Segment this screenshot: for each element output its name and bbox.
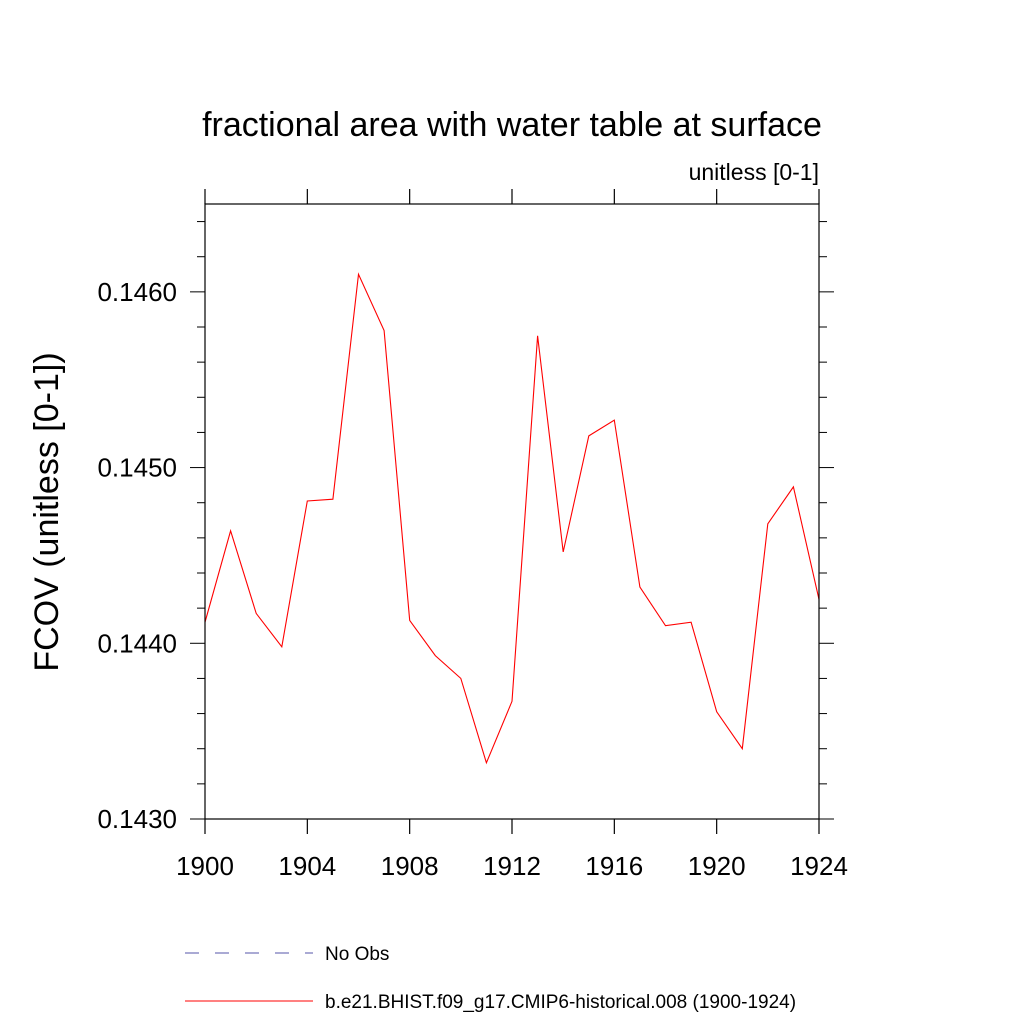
legend: No Obs b.e21.BHIST.f09_g17.CMIP6-histori… <box>185 944 796 1013</box>
chart-title: fractional area with water table at surf… <box>202 106 822 144</box>
x-tick-label: 1924 <box>790 851 848 881</box>
y-tick-label: 0.1450 <box>97 453 177 483</box>
tick-labels: 1900 1904 1908 1912 1916 1920 1924 0.1430 0.1440… <box>97 277 847 881</box>
chart-subtitle: unitless [0-1] <box>689 159 819 185</box>
legend-label-no-obs: No Obs <box>325 944 389 965</box>
x-tick-label: 1904 <box>278 851 336 881</box>
y-tick-label: 0.1460 <box>97 277 177 307</box>
y-tick-label: 0.1430 <box>97 804 177 834</box>
x-tick-label: 1912 <box>483 851 541 881</box>
series-lines <box>204 272 820 765</box>
legend-label-model: b.e21.BHIST.f09_g17.CMIP6-historical.008… <box>325 992 796 1013</box>
y-tick-label: 0.1440 <box>97 628 177 658</box>
x-tick-label: 1900 <box>176 851 234 881</box>
y-axis-label: FCOV (unitless [0-1]) <box>28 352 66 671</box>
x-tick-label: 1920 <box>688 851 746 881</box>
x-tick-label: 1908 <box>381 851 439 881</box>
plot-frame <box>204 203 820 820</box>
x-tick-label: 1916 <box>585 851 643 881</box>
series-line <box>204 272 820 765</box>
axis-ticks <box>190 189 834 834</box>
